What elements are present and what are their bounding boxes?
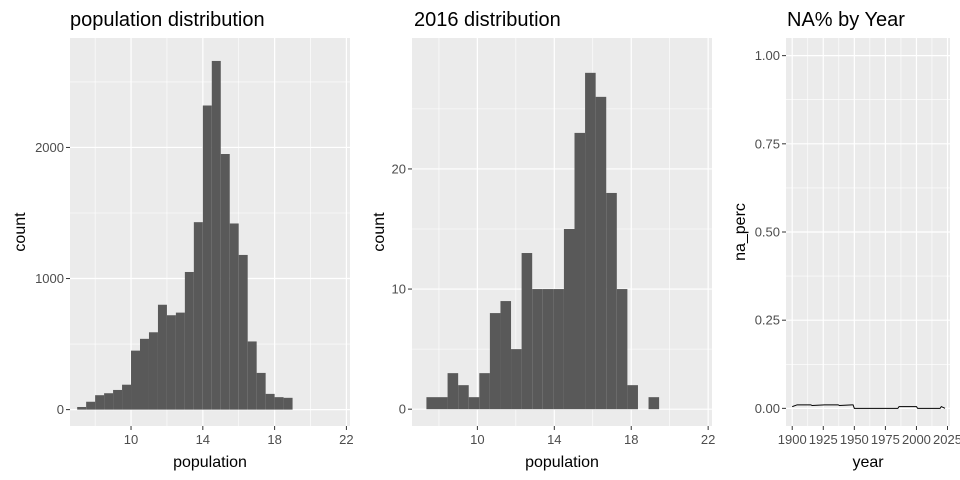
histogram-bar (148, 332, 158, 410)
histogram-bar (468, 397, 480, 410)
histogram-bar (95, 395, 105, 410)
y-tick-label: 1000 (35, 271, 64, 286)
na-perc-line (792, 404, 946, 409)
histogram-bar (542, 289, 554, 410)
histogram-bar (157, 304, 167, 410)
histogram-bar (247, 341, 257, 410)
histogram-bar (229, 223, 239, 410)
y-tick-label: 0.00 (755, 401, 780, 416)
histogram-bar (274, 397, 284, 410)
y-axis-title: count (12, 212, 29, 252)
x-tick-label: 2025 (933, 432, 960, 447)
tick-labels: 1900 1925 1950 1975 2000 2025 0.00 0.25 0.50 0.75… (755, 48, 960, 447)
histogram-bar (479, 373, 490, 410)
x-tick-label: 1900 (778, 432, 807, 447)
histogram-bar (458, 385, 469, 410)
y-tick-label: 10 (392, 282, 406, 297)
tick-labels: 10 14 18 22 0 1000 2000 (35, 140, 354, 447)
histogram-bar (500, 301, 512, 410)
x-tick-label: 2000 (902, 432, 931, 447)
histogram-bar (532, 289, 543, 410)
y-tick-label: 1.00 (755, 48, 780, 63)
histogram-bar (175, 312, 185, 410)
histogram-bar (521, 253, 533, 410)
histogram-bar (113, 389, 123, 410)
histogram-bar (265, 393, 275, 410)
x-axis-title: year (852, 454, 884, 471)
x-axis-title: population (173, 454, 247, 471)
histogram-bar (511, 349, 522, 410)
panel-title: population distribution (70, 9, 265, 31)
x-tick-label: 10 (124, 432, 138, 447)
y-tick-label: 0.75 (755, 136, 780, 151)
x-tick-label: 22 (339, 432, 353, 447)
gridlines (786, 38, 950, 426)
y-tick-label: 0 (57, 402, 64, 417)
histogram-bar (426, 397, 437, 410)
x-tick-label: 1925 (809, 432, 838, 447)
histogram-bar (648, 397, 660, 410)
histogram-bar (184, 271, 194, 410)
histogram-bar (193, 222, 203, 410)
x-axis-title: population (525, 454, 599, 471)
histogram-bar (437, 397, 448, 410)
histogram-bars (426, 72, 660, 410)
x-tick-label: 14 (196, 432, 210, 447)
x-tick-label: 18 (267, 432, 281, 447)
histogram-bar (166, 315, 176, 410)
panel-population-distribution: population distribution 10 14 18 22 0 1000 200… (12, 9, 354, 471)
histogram-bar (489, 313, 501, 410)
histogram-bar (122, 384, 132, 410)
x-tick-label: 1975 (871, 432, 900, 447)
histogram-bar (585, 72, 596, 410)
x-tick-label: 1950 (840, 432, 869, 447)
histogram-bar (616, 289, 628, 410)
histogram-bar (256, 372, 266, 410)
histogram-bar (131, 350, 140, 410)
series-line (792, 404, 946, 409)
histogram-bar (140, 338, 149, 410)
tick-labels: 10 14 18 22 0 10 20 (392, 161, 716, 447)
y-tick-label: 0.25 (755, 313, 780, 328)
histogram-bar (211, 60, 221, 410)
panel-2016-distribution: 2016 distribution 10 14 18 22 0 10 20 populati… (371, 9, 715, 471)
histogram-bar (595, 96, 607, 410)
histogram-bars (77, 60, 293, 410)
histogram-bar (563, 228, 575, 410)
histogram-bar (220, 154, 230, 410)
histogram-bar (553, 289, 564, 410)
x-tick-label: 14 (547, 432, 561, 447)
y-axis-title: count (371, 212, 388, 252)
panel-na-by-year: NA% by Year 1900 1925 1950 1975 2000 2025 0.00… (732, 9, 960, 471)
histogram-bar (283, 397, 293, 410)
histogram-bar (627, 385, 638, 410)
y-tick-label: 0.50 (755, 225, 780, 240)
x-tick-label: 10 (470, 432, 484, 447)
x-tick-label: 18 (624, 432, 638, 447)
histogram-bar (606, 192, 617, 410)
y-tick-label: 2000 (35, 140, 64, 155)
y-tick-label: 20 (392, 161, 406, 176)
histogram-bar (77, 406, 87, 410)
x-tick-label: 22 (701, 432, 715, 447)
y-axis-title: na_perc (732, 203, 749, 261)
panel-title: 2016 distribution (414, 9, 561, 31)
histogram-bar (447, 373, 459, 410)
histogram-bar (202, 105, 212, 410)
panel-title: NA% by Year (787, 9, 905, 31)
histogram-bar (104, 393, 114, 410)
histogram-bar (238, 254, 248, 410)
histogram-bar (86, 401, 96, 410)
y-tick-label: 0 (399, 402, 406, 417)
histogram-bar (574, 132, 586, 410)
